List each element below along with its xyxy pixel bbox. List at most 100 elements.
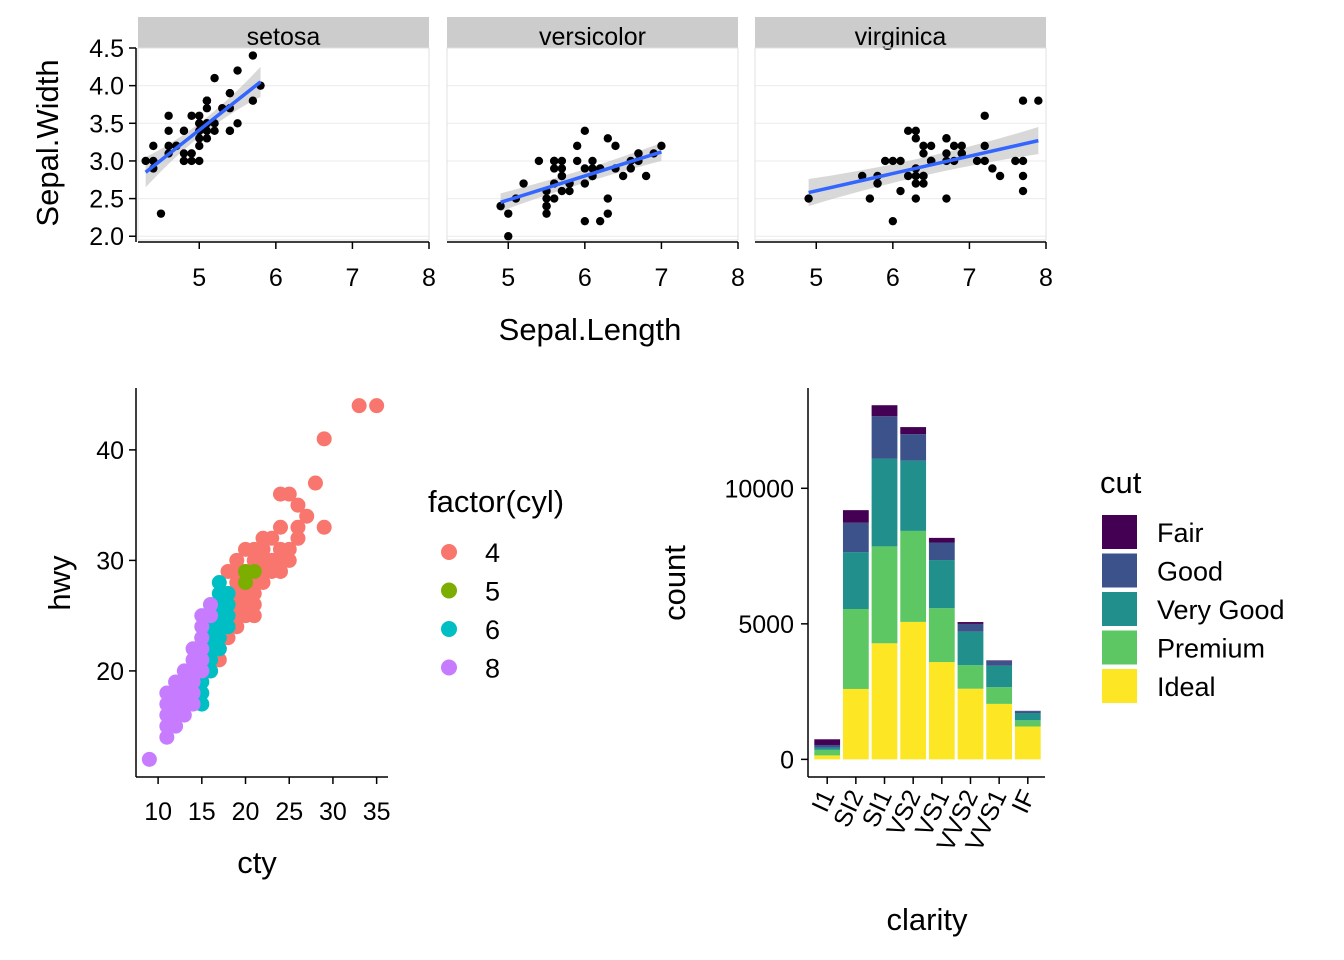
bar-segment xyxy=(1014,726,1041,760)
data-point xyxy=(942,149,951,158)
data-point xyxy=(618,171,628,181)
data-point xyxy=(187,149,196,158)
data-point xyxy=(957,149,966,158)
y-tick-label: 3.0 xyxy=(89,148,124,176)
x-tick-label: 7 xyxy=(962,264,976,292)
legend-label: 5 xyxy=(485,577,500,607)
data-point xyxy=(159,729,175,745)
data-point xyxy=(185,652,201,668)
data-point xyxy=(858,171,867,181)
y-tick-label: 5000 xyxy=(738,611,794,639)
data-point xyxy=(603,134,613,143)
data-point xyxy=(896,156,905,166)
bar-segment xyxy=(871,416,898,459)
data-point xyxy=(572,141,582,151)
bar-segment xyxy=(928,608,955,663)
data-point xyxy=(919,149,928,158)
data-point xyxy=(504,209,513,218)
data-point xyxy=(316,519,332,535)
legend-key xyxy=(1102,553,1137,588)
legend-key xyxy=(1102,669,1137,703)
data-point xyxy=(580,126,590,136)
data-point xyxy=(159,696,175,712)
x-tick-label: 35 xyxy=(363,798,391,826)
iris-x-axis-title: Sepal.Length xyxy=(499,312,682,347)
x-tick-label: 6 xyxy=(578,264,592,292)
data-point xyxy=(203,597,219,613)
data-point xyxy=(185,641,201,657)
iris-facet-chart: setosa 5 6 7 8 versicolor 5 6 7 8 virginica 5 6 7 8 2.0… xyxy=(89,17,1053,292)
x-tick-label: 15 xyxy=(188,798,216,826)
data-point xyxy=(164,111,173,120)
bar-segment xyxy=(957,665,984,689)
legend-label: Ideal xyxy=(1157,672,1216,702)
bar-segment xyxy=(871,405,898,417)
data-point xyxy=(1018,156,1028,166)
data-point xyxy=(225,88,235,98)
data-point xyxy=(911,134,921,143)
data-point xyxy=(888,156,898,166)
bar-segment xyxy=(986,660,1013,666)
data-point xyxy=(307,475,323,491)
fit-line xyxy=(144,80,262,174)
y-tick-label: 4.5 xyxy=(89,35,124,63)
bar-segment xyxy=(900,434,927,461)
bar-segment xyxy=(871,458,898,547)
data-point xyxy=(168,674,184,690)
bar-segment xyxy=(814,739,841,745)
bar-segment xyxy=(871,546,898,644)
data-point xyxy=(580,216,590,226)
data-point xyxy=(210,73,219,83)
data-point xyxy=(949,141,959,151)
x-tick-label: 5 xyxy=(809,264,823,292)
legend-key xyxy=(1102,630,1137,665)
bar-segment xyxy=(900,621,927,760)
data-point xyxy=(603,194,613,203)
data-point xyxy=(176,663,192,679)
data-point xyxy=(942,194,951,203)
panel-border xyxy=(754,47,1047,241)
data-point xyxy=(588,156,597,166)
data-point xyxy=(496,201,505,211)
bar-segment xyxy=(1014,711,1041,714)
bar-segment xyxy=(957,623,984,632)
data-point xyxy=(290,497,306,513)
data-point xyxy=(550,164,559,173)
bar-segment xyxy=(957,631,984,666)
data-point xyxy=(641,171,651,181)
mpg-legend: 4 5 6 8 xyxy=(441,538,500,684)
bar-segment xyxy=(928,542,955,561)
fit-line xyxy=(808,138,1039,195)
legend-label: Premium xyxy=(1157,634,1265,664)
bar-segment xyxy=(1014,720,1041,727)
bar-segment xyxy=(900,427,927,435)
data-point xyxy=(164,141,173,151)
bar-segment xyxy=(842,510,869,523)
data-point xyxy=(557,164,567,173)
bar-segment xyxy=(957,688,984,760)
facet-strip-label: versicolor xyxy=(539,23,646,51)
data-point xyxy=(179,156,189,166)
diamonds-legend: Fair Good Very Good Premium Ideal xyxy=(1102,515,1285,703)
data-point xyxy=(557,156,567,166)
fit-line xyxy=(500,150,662,205)
data-point xyxy=(281,486,297,502)
data-point xyxy=(272,541,288,557)
data-point xyxy=(159,685,175,701)
bar-segment xyxy=(814,747,841,750)
data-point xyxy=(557,186,567,196)
x-tick-label: 25 xyxy=(275,798,303,826)
legend-key xyxy=(441,659,457,676)
data-point xyxy=(203,608,219,624)
data-point xyxy=(202,104,212,113)
data-point xyxy=(179,126,189,136)
data-point xyxy=(626,164,635,173)
legend-key xyxy=(1102,592,1137,626)
data-point xyxy=(187,156,196,166)
data-point xyxy=(911,171,921,181)
y-tick-label: 4.0 xyxy=(89,73,124,101)
bar-segment xyxy=(814,755,841,760)
data-point xyxy=(202,96,212,105)
panel-border xyxy=(137,47,430,241)
